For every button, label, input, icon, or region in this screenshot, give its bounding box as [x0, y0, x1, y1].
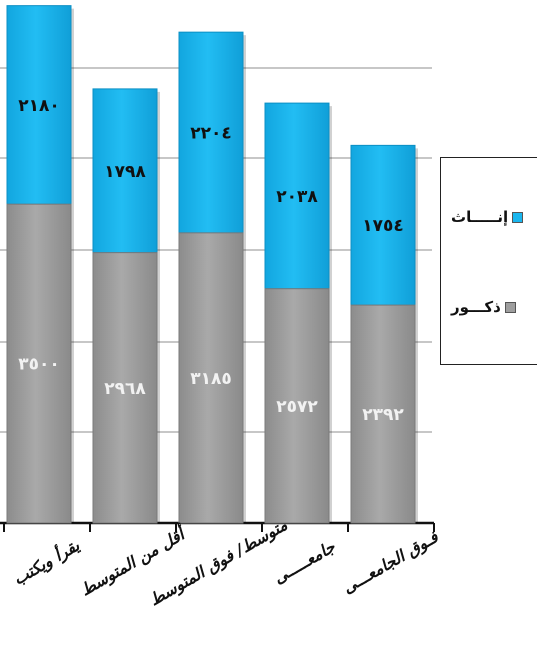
bar-females	[6, 5, 72, 205]
x-axis	[0, 521, 435, 532]
value-label-females: ٢١٨٠	[18, 96, 60, 116]
legend: إنـــــاث ذكـــور	[440, 157, 537, 365]
legend-item-females: إنـــــاث	[451, 208, 524, 226]
legend-label-females: إنـــــاث	[451, 208, 509, 226]
value-label-males: ٢٣٩٢	[362, 405, 404, 425]
bars	[6, 5, 418, 524]
bar-females	[92, 88, 158, 254]
bar-males	[92, 252, 158, 524]
legend-item-males: ذكـــور	[451, 298, 516, 316]
bar-males	[6, 203, 72, 524]
bar-females	[350, 144, 416, 306]
value-labels: ٢١٨٠ ٣٥٠٠ ١٧٩٨ ٢٩٦٨ ٢٢٠٤ ٣١٨٥ ٢٠٣٨ ٢٥٧٢ ١٧٥٤ ٢٣٩٢	[18, 96, 404, 425]
category-label: فـوق الجامعـــى	[339, 527, 443, 598]
value-label-females: ١٧٩٨	[104, 162, 146, 182]
value-label-males: ٢٩٦٨	[104, 379, 146, 399]
bar-males	[178, 232, 244, 524]
bar-females	[264, 102, 330, 290]
value-label-males: ٢٥٧٢	[276, 397, 318, 417]
bar-males	[264, 288, 330, 524]
value-label-females: ١٧٥٤	[362, 216, 404, 236]
bar-females	[178, 31, 244, 234]
value-label-females: ٢٠٣٨	[276, 187, 318, 207]
bar-males	[350, 304, 416, 524]
legend-label-males: ذكـــور	[451, 298, 501, 316]
category-label: متوسط/ فوق المتوسط	[146, 515, 291, 610]
legend-swatch-males	[504, 301, 516, 313]
value-label-females: ٢٢٠٤	[190, 124, 232, 144]
category-label: جامعـــــى	[270, 536, 339, 587]
category-label: يقرأ ويكتب	[9, 534, 84, 590]
value-label-males: ٣٥٠٠	[18, 355, 60, 375]
value-label-males: ٣١٨٥	[190, 369, 232, 389]
legend-swatch-females	[512, 211, 524, 223]
